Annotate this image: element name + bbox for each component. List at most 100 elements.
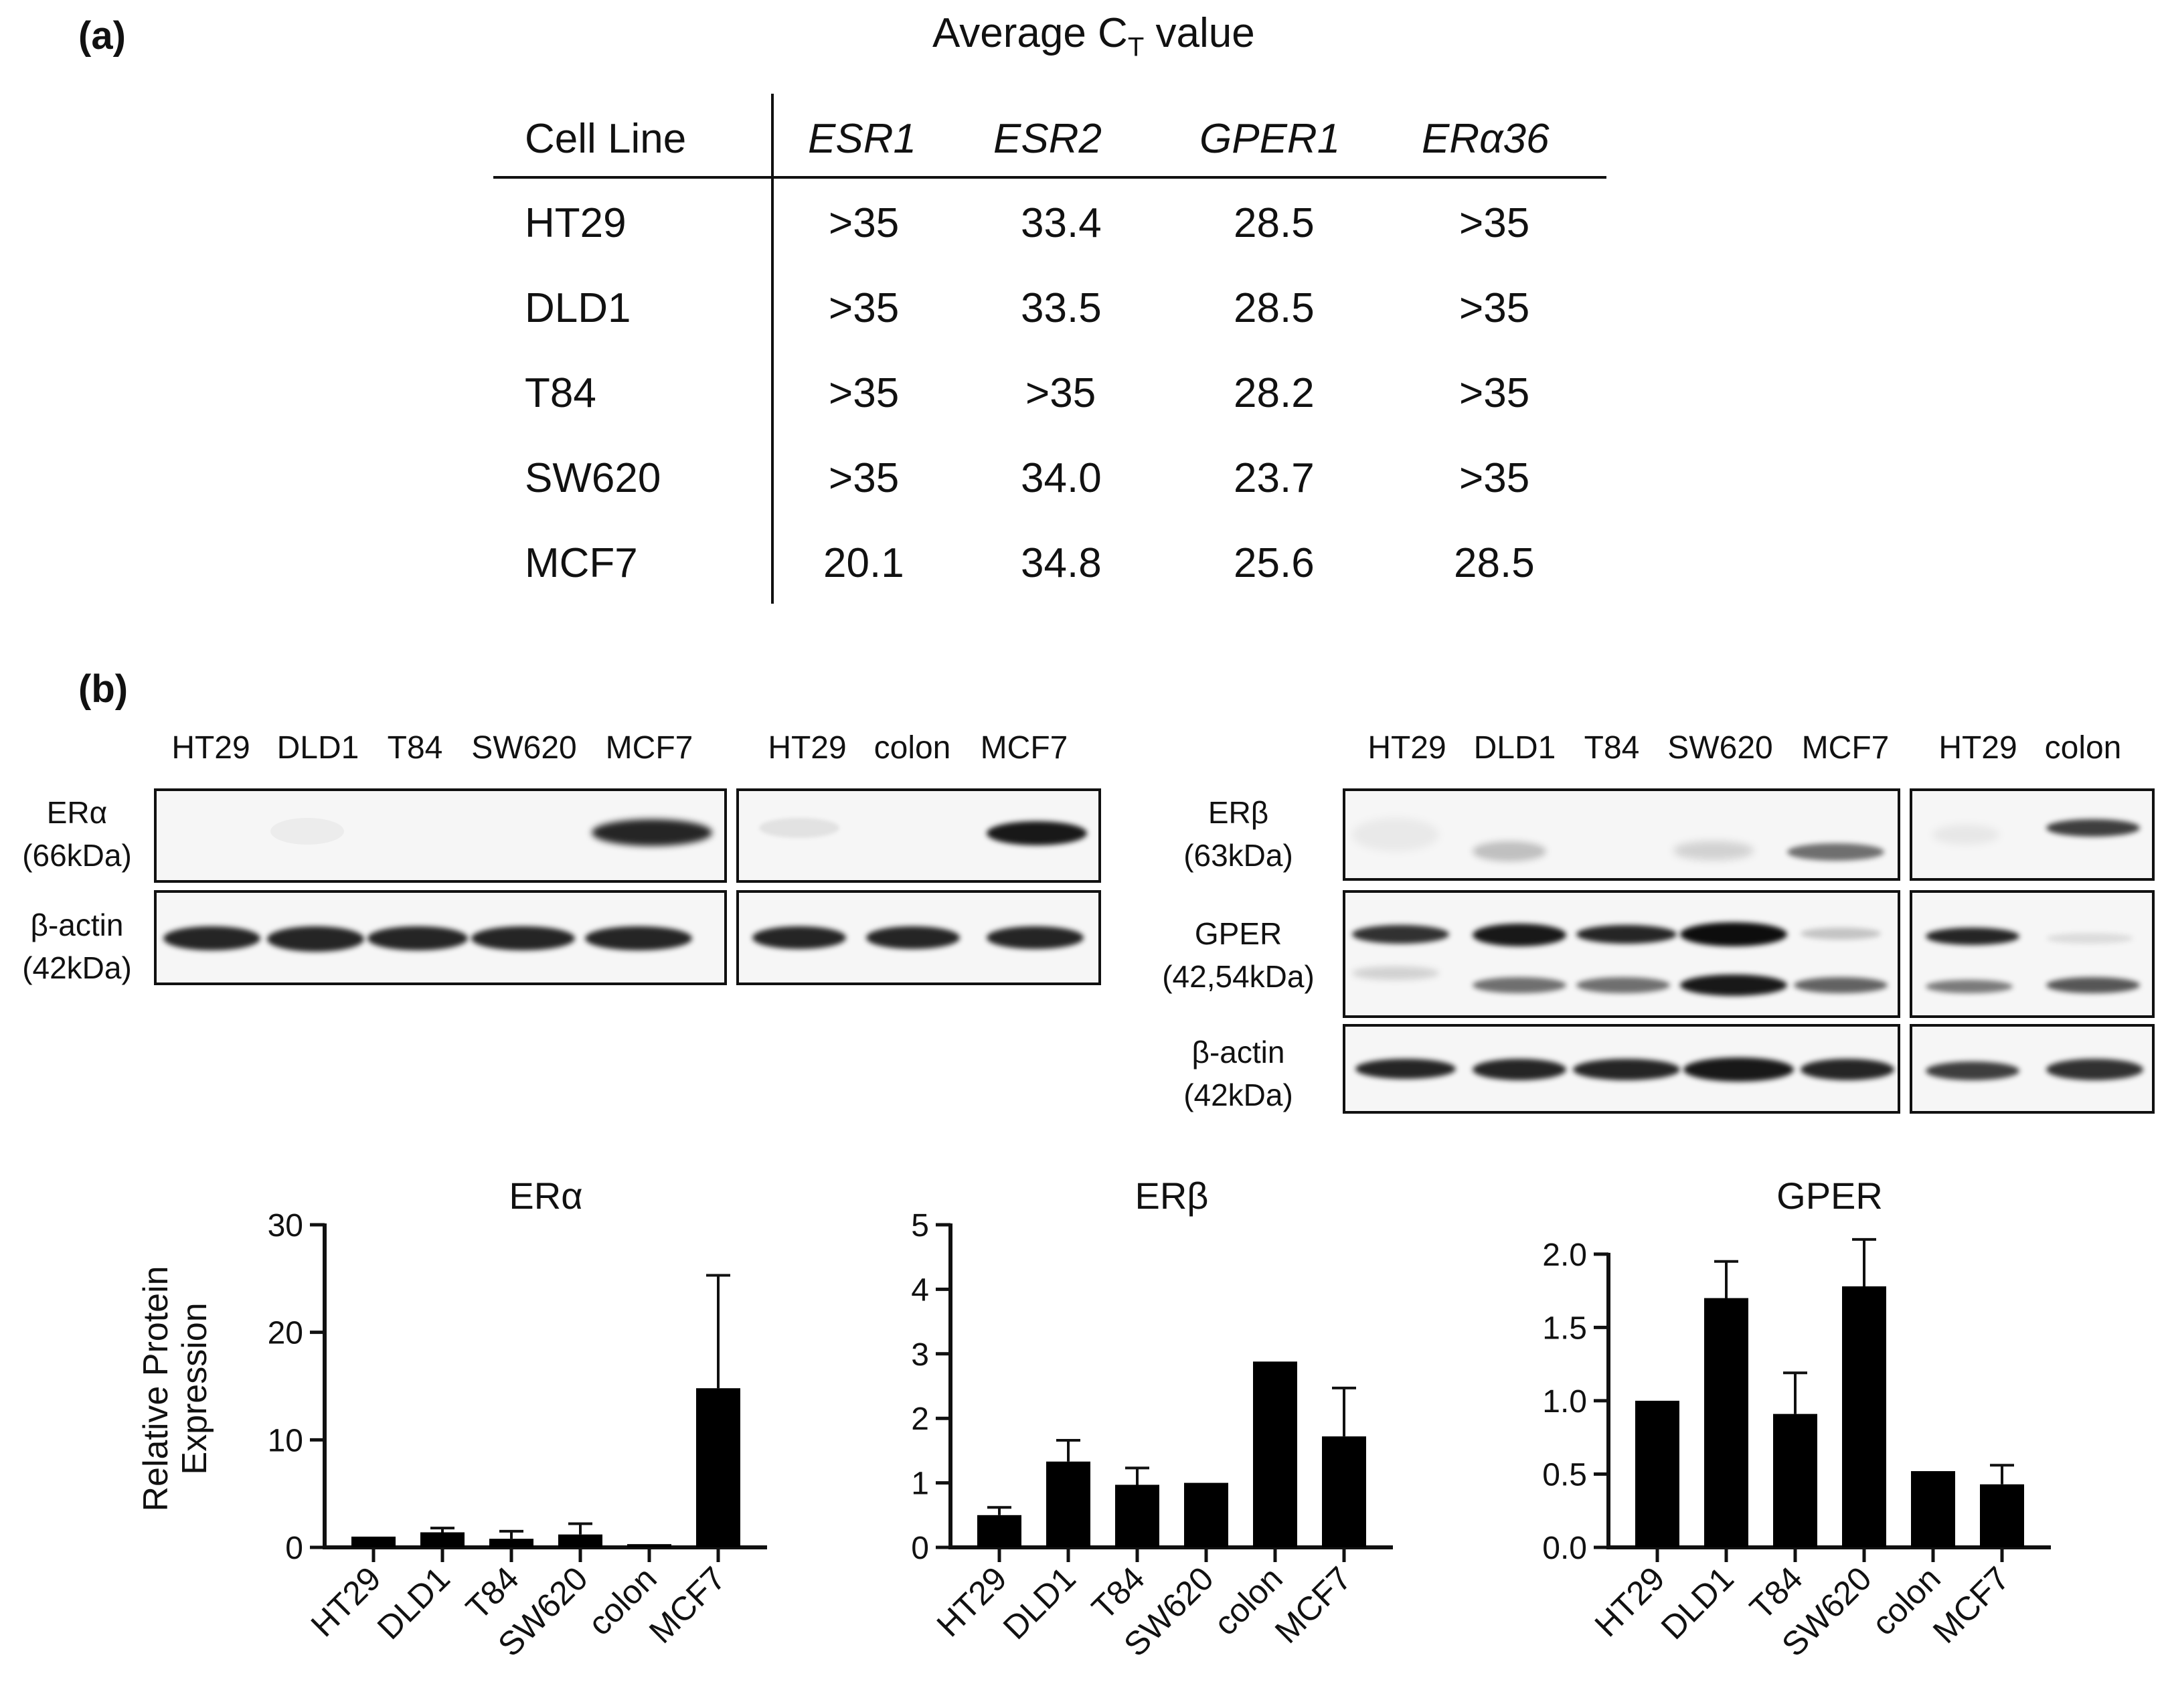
y-axis-label: Relative ProteinExpression	[137, 1266, 214, 1511]
y-tick-label: 1	[911, 1466, 929, 1502]
blot-strip	[1343, 890, 1900, 1018]
blot-band	[1352, 818, 1439, 851]
lane-label: MCF7	[980, 730, 1068, 766]
bar	[420, 1532, 465, 1547]
table-cell: HT29	[525, 200, 627, 246]
blot-band	[592, 819, 712, 846]
lane-label: SW620	[1667, 730, 1773, 766]
y-tick-label: 4	[911, 1272, 929, 1308]
blot-strip	[154, 788, 727, 883]
table-cell: 28.5	[1234, 285, 1315, 331]
blot-band	[1673, 841, 1754, 860]
x-tick-label: MCF7	[1268, 1559, 1359, 1650]
table-cell: >35	[1459, 285, 1530, 331]
blot-strip	[1343, 788, 1900, 881]
blot-band	[1473, 977, 1566, 993]
blot-protein-size: (63kDa)	[1183, 838, 1293, 873]
blot-protein-name: GPER	[1194, 916, 1282, 951]
y-tick-label: 1.5	[1542, 1310, 1587, 1346]
blot-row-label: GPER (42,54kDa)	[1148, 912, 1329, 998]
blot-band	[1787, 843, 1884, 861]
bar	[1704, 1298, 1748, 1547]
blot-band	[1926, 1061, 2019, 1080]
bar	[489, 1539, 533, 1547]
blot-protein-size: (42,54kDa)	[1162, 959, 1315, 994]
table-cell: >35	[829, 200, 900, 246]
x-tick-label: HT29	[1588, 1559, 1672, 1644]
header-era36: ERα36	[1422, 116, 1550, 162]
blot-band	[1576, 977, 1670, 993]
blot-row-label: β-actin (42kDa)	[0, 904, 154, 989]
header-esr1: ESR1	[808, 116, 916, 162]
blot-row-label: ERα (66kDa)	[0, 791, 154, 877]
y-tick-label: 0.5	[1542, 1457, 1587, 1492]
blot-protein-size: (42kDa)	[1183, 1078, 1293, 1112]
blot-band	[1473, 1059, 1566, 1080]
blot-band	[1932, 825, 1999, 845]
blot-band	[1794, 977, 1888, 993]
lane-label: MCF7	[1801, 730, 1890, 766]
table-cell: 28.5	[1234, 200, 1315, 246]
blot-band	[987, 821, 1087, 845]
blot-band	[1355, 1059, 1456, 1079]
panel-a-label: (a)	[78, 14, 126, 58]
table-header-rule	[493, 176, 1606, 179]
lane-label: colon	[2044, 730, 2122, 766]
lane-label: SW620	[471, 730, 577, 766]
blot-band	[1573, 1059, 1680, 1080]
x-tick-label: MCF7	[1926, 1559, 2017, 1650]
blot-band	[1352, 966, 1439, 980]
blot-band	[1680, 974, 1787, 996]
y-tick-label: 0.0	[1542, 1531, 1587, 1566]
y-tick-label: 2.0	[1542, 1237, 1587, 1273]
blot-strip	[736, 890, 1101, 985]
header-cell-line: Cell Line	[525, 116, 687, 162]
y-tick-label: 2	[911, 1401, 929, 1437]
blot-band	[759, 818, 839, 838]
x-tick-label: DLD1	[996, 1559, 1083, 1646]
table-cell: >35	[1459, 370, 1530, 416]
bar	[1184, 1482, 1228, 1547]
bar	[558, 1534, 602, 1547]
table-cell: >35	[829, 370, 900, 416]
table-title-suffix: value	[1144, 10, 1255, 56]
blot-band	[2046, 1059, 2143, 1080]
header-esr2: ESR2	[993, 116, 1102, 162]
bar	[1773, 1414, 1817, 1547]
table-vertical-rule	[771, 94, 774, 604]
table-cell: T84	[525, 370, 596, 416]
blot-band	[2046, 819, 2140, 837]
table-cell: SW620	[525, 455, 661, 501]
y-tick-label: 20	[268, 1316, 303, 1351]
bar	[1980, 1484, 2024, 1547]
x-tick-label: DLD1	[370, 1559, 457, 1646]
blot-strip	[1910, 1024, 2155, 1114]
y-tick-label: 1.0	[1542, 1384, 1587, 1420]
table-title-subscript: T	[1127, 32, 1145, 62]
bar	[1842, 1286, 1886, 1547]
blot-strip	[1910, 788, 2155, 881]
table-cell: 23.7	[1234, 455, 1315, 501]
y-tick-label: 0	[285, 1531, 303, 1566]
bar	[977, 1515, 1021, 1547]
table-cell: MCF7	[525, 540, 638, 586]
blot-band	[1473, 924, 1566, 946]
blot-band	[585, 926, 692, 950]
blot-protein-name: ERβ	[1208, 795, 1269, 830]
blot-band	[1801, 1059, 1894, 1080]
table-title-prefix: Average C	[932, 10, 1128, 56]
blot-strip	[154, 890, 727, 985]
blot-row-label: β-actin (42kDa)	[1148, 1031, 1329, 1116]
lane-label: T84	[1584, 730, 1640, 766]
bar	[1115, 1484, 1159, 1547]
chart-title: ERβ	[1135, 1175, 1208, 1217]
blot-strip	[1910, 890, 2155, 1018]
blot-band	[1473, 841, 1546, 861]
table-cell: 34.8	[1021, 540, 1102, 586]
panel-b-label: (b)	[78, 667, 129, 711]
bar	[1322, 1436, 1366, 1547]
bar	[1046, 1461, 1090, 1547]
blot-band	[1926, 980, 2013, 993]
blot-band	[866, 926, 960, 949]
x-tick-label: HT29	[930, 1559, 1014, 1644]
